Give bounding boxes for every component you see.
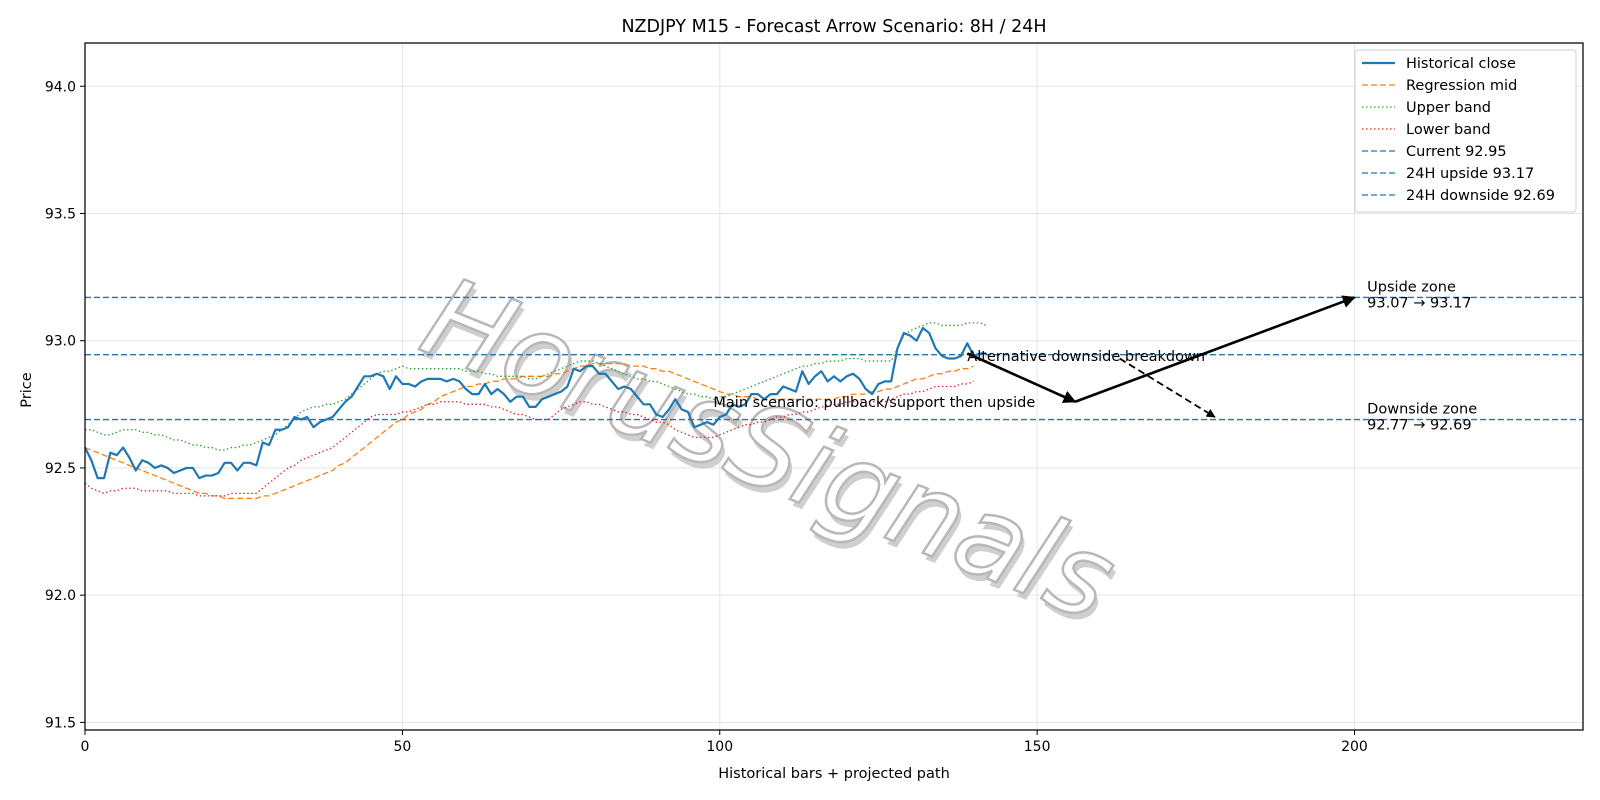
annotation-alt-label: Alternative downside breakdown [967, 349, 1205, 365]
x-axis-label: Historical bars + projected path [718, 766, 950, 782]
plot-frame [84, 42, 1584, 731]
arrow-alt-leg [1119, 357, 1216, 418]
legend-label: Regression mid [1406, 78, 1517, 94]
annotation-main-label: Main scenario: pullback/support then ups… [713, 395, 1035, 411]
series-line-3 [85, 380, 974, 497]
x-tick-label: 50 [393, 739, 411, 755]
y-tick-label: 93.5 [45, 206, 76, 222]
x-tick-label: 0 [81, 739, 90, 755]
annotation-downside-zone: Downside zone [1367, 402, 1477, 418]
series-line-1 [85, 362, 974, 500]
legend-label: Upper band [1406, 100, 1491, 116]
chart-title: NZDJPY M15 - Forecast Arrow Scenario: 8H… [621, 17, 1046, 37]
y-tick-label: 94.0 [45, 79, 76, 95]
legend-label: Lower band [1406, 122, 1491, 138]
arrow-main-leg-1 [966, 352, 1077, 403]
annotation-upside-zone: Upside zone [1367, 280, 1456, 296]
level-lines [85, 296, 1583, 421]
series-line-0 [85, 326, 987, 480]
y-axis-label: Price [19, 372, 35, 407]
legend: Historical close Regression mid Upper band… [1354, 49, 1577, 213]
legend-box [1354, 49, 1577, 213]
annotation-upside-zone: 93.07 → 93.17 [1367, 296, 1471, 312]
y-axis-ticks: 91.5 92.0 92.5 93.0 93.5 94.0 [45, 79, 85, 731]
annotation-downside-zone: 92.77 → 92.69 [1367, 418, 1471, 434]
y-tick-label: 93.0 [45, 334, 76, 350]
x-tick-label: 100 [706, 739, 733, 755]
y-tick-label: 91.5 [45, 715, 76, 731]
y-tick-label: 92.0 [45, 588, 76, 604]
x-tick-label: 200 [1341, 739, 1368, 755]
legend-label: 24H upside 93.17 [1406, 166, 1534, 182]
legend-label: 24H downside 92.69 [1406, 188, 1555, 204]
series-line-2 [85, 322, 987, 451]
series-lines [85, 322, 987, 500]
grid-lines [84, 43, 1583, 730]
legend-label: Current 92.95 [1406, 144, 1507, 160]
x-tick-label: 150 [1024, 739, 1051, 755]
scenario-arrows [966, 295, 1356, 418]
y-tick-label: 92.5 [45, 461, 76, 477]
arrow-main-leg-2 [1074, 295, 1356, 403]
legend-label: Historical close [1406, 56, 1516, 72]
x-axis-ticks: 0 50 100 150 200 [81, 730, 1368, 755]
